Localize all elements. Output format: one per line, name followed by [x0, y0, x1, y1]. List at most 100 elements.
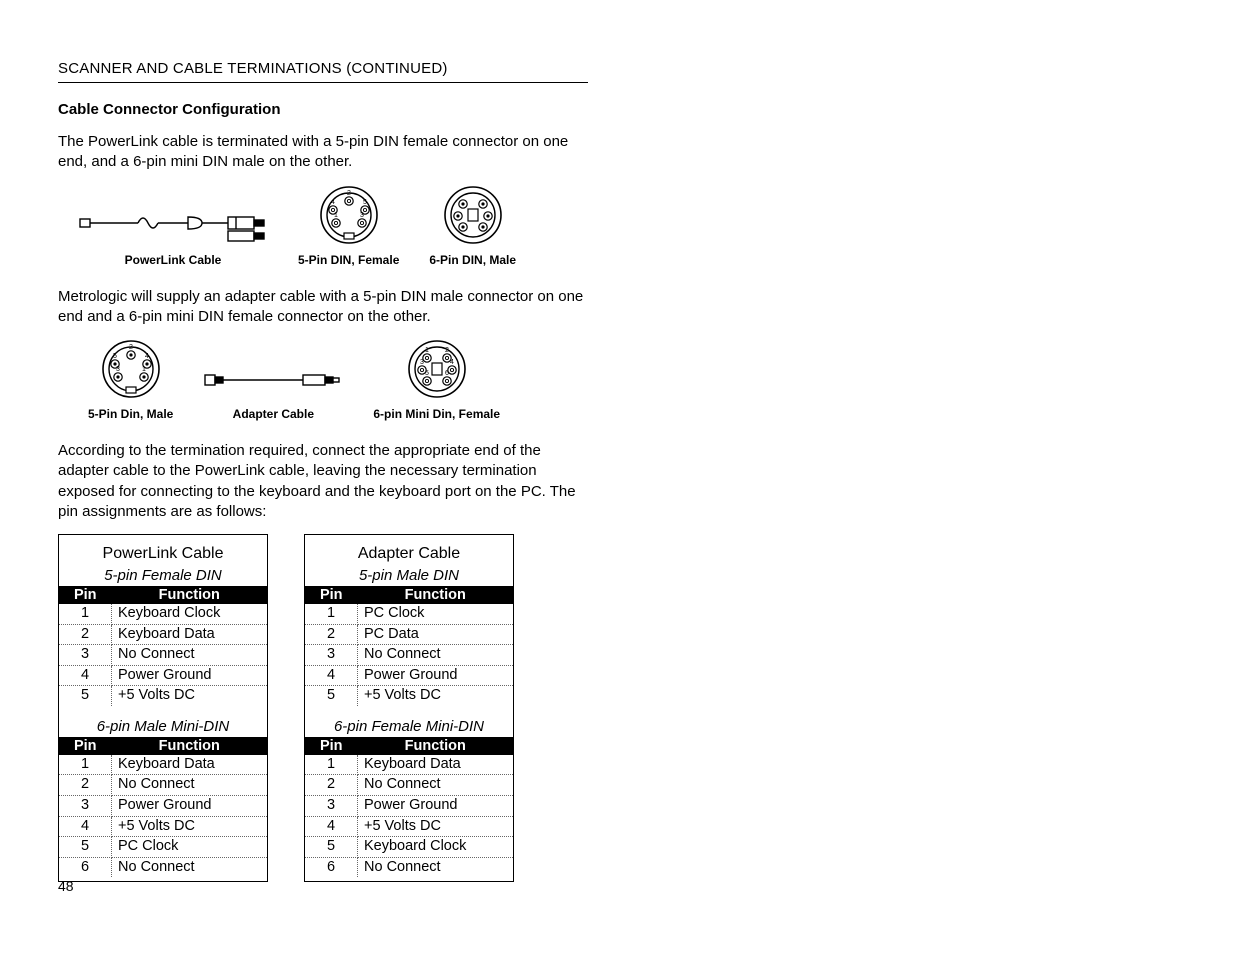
cell-function: Keyboard Clock: [358, 837, 514, 858]
svg-text:4: 4: [145, 353, 149, 360]
figure-row-1: PowerLink Cable 13452 5-Pin DIN, Female …: [58, 183, 1145, 267]
cell-function: Keyboard Clock: [112, 604, 268, 624]
mini6-female-figure: 563412 6-pin Mini Din, Female: [373, 337, 500, 421]
table-row: 4Power Ground: [305, 665, 513, 686]
cell-function: PC Clock: [358, 604, 514, 624]
paragraph-3: According to the termination required, c…: [58, 441, 588, 522]
table-row: 3Power Ground: [305, 795, 513, 816]
cell-function: Power Ground: [358, 795, 514, 816]
table-row: 4+5 Volts DC: [59, 816, 267, 837]
table-subtitle: 6-pin Female Mini-DIN: [305, 718, 513, 735]
table-row: 2PC Data: [305, 624, 513, 645]
cell-pin: 5: [59, 686, 112, 706]
svg-text:1: 1: [425, 347, 429, 354]
cell-pin: 3: [59, 795, 112, 816]
svg-text:5: 5: [363, 199, 367, 206]
header-text: SCANNER AND CABLE TERMINATIONS (CONTINUE…: [58, 60, 448, 77]
cell-pin: 2: [305, 624, 358, 645]
figure-label: 6-Pin DIN, Male: [429, 253, 516, 267]
cell-pin: 3: [305, 795, 358, 816]
cell-pin: 2: [59, 775, 112, 796]
svg-text:2: 2: [129, 344, 133, 351]
cell-pin: 5: [305, 837, 358, 858]
table-row: 5+5 Volts DC: [305, 686, 513, 706]
table-row: 2No Connect: [59, 775, 267, 796]
table-row: 1PC Clock: [305, 604, 513, 624]
table-row: 3No Connect: [59, 645, 267, 666]
cell-pin: 6: [305, 857, 358, 877]
cell-function: +5 Volts DC: [112, 816, 268, 837]
table-row: 1Keyboard Data: [59, 755, 267, 775]
table-row: 6No Connect: [59, 857, 267, 877]
cell-function: No Connect: [112, 645, 268, 666]
cell-function: Keyboard Data: [358, 755, 514, 775]
svg-text:5: 5: [113, 353, 117, 360]
table-row: 4Power Ground: [59, 665, 267, 686]
cell-pin: 2: [305, 775, 358, 796]
table-subtitle: 5-pin Male DIN: [305, 567, 513, 584]
svg-text:4: 4: [331, 199, 335, 206]
cell-function: No Connect: [112, 775, 268, 796]
adapter-cable-icon: [203, 361, 343, 401]
cell-pin: 1: [305, 604, 358, 624]
cell-function: +5 Volts DC: [358, 816, 514, 837]
col-pin: Pin: [59, 586, 112, 604]
figure-label: 5-Pin Din, Male: [88, 407, 173, 421]
cell-function: PC Clock: [112, 837, 268, 858]
cell-pin: 4: [305, 665, 358, 686]
pin-table: PinFunction1Keyboard Clock2Keyboard Data…: [59, 586, 267, 706]
table-row: 3No Connect: [305, 645, 513, 666]
cell-pin: 5: [305, 686, 358, 706]
table-row: 6No Connect: [305, 857, 513, 877]
paragraph-1: The PowerLink cable is terminated with a…: [58, 132, 588, 173]
svg-text:2: 2: [445, 347, 449, 354]
mini6-female-icon: 563412: [405, 337, 469, 401]
din5-female-icon: 13452: [317, 183, 381, 247]
din6-male-figure: 6-Pin DIN, Male: [429, 183, 516, 267]
col-function: Function: [112, 586, 268, 604]
table-row: 4+5 Volts DC: [305, 816, 513, 837]
pin-table: PinFunction1Keyboard Data2No Connect3Pow…: [305, 737, 513, 877]
cell-function: +5 Volts DC: [112, 686, 268, 706]
table-row: 3Power Ground: [59, 795, 267, 816]
table-row: 5+5 Volts DC: [59, 686, 267, 706]
pin-table: PinFunction1PC Clock2PC Data3No Connect4…: [305, 586, 513, 706]
col-function: Function: [358, 737, 514, 755]
table-row: 5PC Clock: [59, 837, 267, 858]
cell-pin: 6: [59, 857, 112, 877]
cell-function: No Connect: [358, 645, 514, 666]
cell-function: +5 Volts DC: [358, 686, 514, 706]
section-header: SCANNER AND CABLE TERMINATIONS (CONTINUE…: [58, 60, 588, 83]
cell-pin: 3: [59, 645, 112, 666]
cell-function: No Connect: [358, 857, 514, 877]
col-function: Function: [358, 586, 514, 604]
din5-female-figure: 13452 5-Pin DIN, Female: [298, 183, 399, 267]
figure-label: Adapter Cable: [233, 407, 314, 421]
cell-function: Power Ground: [112, 665, 268, 686]
cell-pin: 1: [59, 604, 112, 624]
section-title: Cable Connector Configuration: [58, 101, 1145, 118]
cell-pin: 3: [305, 645, 358, 666]
powerlink-cable-icon: [78, 197, 268, 247]
cell-function: PC Data: [358, 624, 514, 645]
cell-pin: 1: [305, 755, 358, 775]
figure-label: PowerLink Cable: [125, 253, 222, 267]
paragraph-2: Metrologic will supply an adapter cable …: [58, 287, 588, 328]
table-title: Adapter Cable: [305, 545, 513, 563]
figure-label: 6-pin Mini Din, Female: [373, 407, 500, 421]
cell-function: No Connect: [358, 775, 514, 796]
pin-table: PinFunction1Keyboard Data2No Connect3Pow…: [59, 737, 267, 877]
table-title: PowerLink Cable: [59, 545, 267, 563]
cell-pin: 2: [59, 624, 112, 645]
cell-pin: 4: [59, 816, 112, 837]
cell-pin: 5: [59, 837, 112, 858]
cell-function: Power Ground: [112, 795, 268, 816]
table-subtitle: 5-pin Female DIN: [59, 567, 267, 584]
page-number: 48: [58, 878, 74, 894]
document-page: SCANNER AND CABLE TERMINATIONS (CONTINUE…: [0, 0, 1235, 954]
figure-label: 5-Pin DIN, Female: [298, 253, 399, 267]
cell-function: No Connect: [112, 857, 268, 877]
cell-function: Keyboard Data: [112, 755, 268, 775]
powerlink-cable-figure: PowerLink Cable: [78, 197, 268, 267]
col-function: Function: [112, 737, 268, 755]
